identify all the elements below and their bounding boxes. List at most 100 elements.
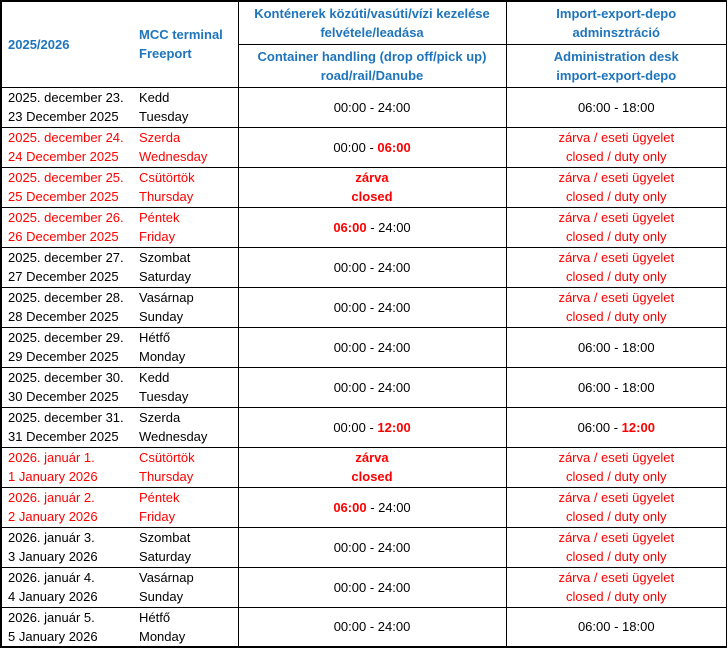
date-cell: 2026. január 4. 4 January 2026 Vasárnap … bbox=[0, 566, 239, 608]
date-cell: 2026. január 2. 2 January 2026 Péntek Fr… bbox=[0, 486, 239, 528]
text-segment: 00:00 - 24:00 bbox=[333, 579, 411, 595]
text-segment: zárva bbox=[355, 450, 389, 465]
date-hungarian: 2025. december 28. bbox=[8, 290, 124, 305]
admin-hours-line: closed / duty only bbox=[507, 507, 726, 526]
admin-hours-line: zárva / eseti ügyelet bbox=[507, 568, 726, 587]
handling-hours-cell: 00:00 - 24:00 bbox=[237, 326, 507, 368]
schedule-row: 2025. december 24. 24 December 2025 Szer… bbox=[0, 126, 727, 168]
date-hungarian: 2026. január 3. bbox=[8, 530, 95, 545]
date-english: 2 January 2026 bbox=[8, 509, 98, 524]
admin-header-en-line2: import-export-depo bbox=[556, 67, 677, 83]
admin-hours-line: zárva / eseti ügyelet bbox=[507, 488, 726, 507]
header-row-hungarian: 2025/2026 MCC terminal Freeport Konténer… bbox=[0, 0, 727, 88]
date-hungarian: 2026. január 2. bbox=[8, 490, 95, 505]
day-labels: Csütörtök Thursday bbox=[139, 168, 237, 206]
handling-hours-cell: 06:00 - 24:00 bbox=[237, 486, 507, 528]
handling-hours-cell: 00:00 - 24:00 bbox=[237, 566, 507, 608]
text-segment: 00:00 - 24:00 bbox=[333, 339, 411, 355]
schedule-row: 2025. december 31. 31 December 2025 Szer… bbox=[0, 406, 727, 448]
text-segment: 00:00 - 24:00 bbox=[333, 259, 411, 275]
handling-hours-cell: 00:00 - 24:00 bbox=[237, 366, 507, 408]
text-segment: 00:00 - 24:00 bbox=[333, 99, 411, 115]
handling-hours-line: 00:00 - 24:00 bbox=[239, 578, 505, 597]
date-labels: 2025. december 24. 24 December 2025 bbox=[2, 128, 139, 166]
text-segment: closed / duty only bbox=[566, 589, 667, 604]
handling-hours-cell: 00:00 - 24:00 bbox=[237, 526, 507, 568]
handling-header-hu-cell: Konténerek közúti/vasúti/vízi kezelése f… bbox=[237, 0, 507, 45]
day-hungarian: Vasárnap bbox=[139, 570, 194, 585]
date-cell: 2026. január 5. 5 January 2026 Hétfő Mon… bbox=[0, 606, 239, 648]
admin-hours-line: 06:00 - 18:00 bbox=[507, 98, 726, 117]
text-segment: zárva / eseti ügyelet bbox=[558, 250, 675, 265]
text-segment: 06:00 - 18:00 bbox=[577, 339, 655, 355]
handling-header-hu-line2: felvétele/leadása bbox=[320, 24, 424, 40]
text-segment: zárva / eseti ügyelet bbox=[558, 530, 675, 545]
date-english: 5 January 2026 bbox=[8, 628, 98, 644]
date-hungarian: 2025. december 29. bbox=[8, 330, 124, 345]
text-segment: closed bbox=[351, 189, 393, 204]
text-segment: zárva / eseti ügyelet bbox=[558, 490, 675, 505]
date-cell: 2025. december 23. 23 December 2025 Kedd… bbox=[0, 86, 239, 128]
text-segment: closed / duty only bbox=[566, 269, 667, 284]
admin-hours-cell: 06:00 - 18:00 bbox=[505, 86, 727, 128]
text-segment: 00:00 - 24:00 bbox=[333, 619, 411, 635]
date-english: 24 December 2025 bbox=[8, 149, 119, 164]
admin-hours-line: zárva / eseti ügyelet bbox=[507, 448, 726, 467]
date-hungarian: 2025. december 23. bbox=[8, 90, 124, 105]
day-labels: Szerda Wednesday bbox=[139, 408, 237, 446]
day-labels: Vasárnap Sunday bbox=[139, 288, 237, 326]
admin-hours-line: closed / duty only bbox=[507, 307, 726, 326]
text-segment: zárva / eseti ügyelet bbox=[558, 210, 675, 225]
handling-hours-line: 00:00 - 24:00 bbox=[239, 538, 505, 557]
admin-hours-line: zárva / eseti ügyelet bbox=[507, 248, 726, 267]
day-labels: Péntek Friday bbox=[139, 488, 237, 526]
day-hungarian: Kedd bbox=[139, 90, 170, 105]
date-cell: 2025. december 31. 31 December 2025 Szer… bbox=[0, 406, 239, 448]
admin-header-hu-line1: Import-export-depo bbox=[556, 5, 677, 21]
admin-hours-line: zárva / eseti ügyelet bbox=[507, 288, 726, 307]
admin-hours-line: zárva / eseti ügyelet bbox=[507, 528, 726, 547]
date-cell: 2025. december 29. 29 December 2025 Hétf… bbox=[0, 326, 239, 368]
date-cell: 2025. december 24. 24 December 2025 Szer… bbox=[0, 126, 239, 168]
admin-hours-line: closed / duty only bbox=[507, 227, 726, 246]
text-segment: closed / duty only bbox=[566, 149, 667, 164]
text-segment: zárva / eseti ügyelet bbox=[558, 450, 675, 465]
admin-header-en-line1: Administration desk bbox=[553, 48, 679, 64]
date-cell: 2025. december 30. 30 December 2025 Kedd… bbox=[0, 366, 239, 408]
day-hungarian: Péntek bbox=[139, 210, 180, 225]
date-labels: 2026. január 4. 4 January 2026 bbox=[2, 568, 139, 606]
date-cell: 2025. december 25. 25 December 2025 Csüt… bbox=[0, 166, 239, 208]
date-labels: 2025. december 30. 30 December 2025 bbox=[2, 368, 139, 406]
text-segment: 06:00 - 18:00 bbox=[577, 379, 655, 395]
schedule-row: 2025. december 30. 30 December 2025 Kedd… bbox=[0, 366, 727, 408]
schedule-row: 2026. január 1. 1 January 2026 Csütörtök… bbox=[0, 446, 727, 488]
schedule-row: 2025. december 27. 27 December 2025 Szom… bbox=[0, 246, 727, 288]
admin-hours-line: 06:00 - 18:00 bbox=[507, 338, 726, 357]
date-english: 27 December 2025 bbox=[8, 269, 119, 284]
date-labels: 2026. január 3. 3 January 2026 bbox=[2, 528, 139, 566]
text-segment: 06:00 - 18:00 bbox=[577, 99, 655, 115]
text-segment: zárva / eseti ügyelet bbox=[558, 130, 675, 145]
day-english: Friday bbox=[139, 509, 176, 524]
day-english: Thursday bbox=[139, 189, 194, 204]
handling-hours-line: 00:00 - 24:00 bbox=[239, 98, 505, 117]
text-segment: 06:00 bbox=[377, 139, 411, 155]
day-hungarian: Péntek bbox=[139, 490, 180, 505]
date-english: 3 January 2026 bbox=[8, 549, 98, 564]
date-labels: 2025. december 31. 31 December 2025 bbox=[2, 408, 139, 446]
date-hungarian: 2025. december 30. bbox=[8, 370, 124, 385]
admin-hours-line: zárva / eseti ügyelet bbox=[507, 128, 726, 147]
day-english: Tuesday bbox=[139, 389, 189, 404]
date-english: 23 December 2025 bbox=[8, 109, 119, 124]
day-english: Monday bbox=[139, 349, 186, 364]
text-segment: zárva / eseti ügyelet bbox=[558, 170, 675, 185]
handling-hours-line: 06:00 - 24:00 bbox=[239, 498, 505, 517]
terminal-label: MCC terminal Freeport bbox=[139, 25, 237, 63]
date-labels: 2026. január 1. 1 January 2026 bbox=[2, 448, 139, 486]
date-english: 1 January 2026 bbox=[8, 469, 98, 484]
handling-hours-cell: 00:00 - 24:00 bbox=[237, 86, 507, 128]
admin-hours-line: closed / duty only bbox=[507, 467, 726, 486]
day-english: Saturday bbox=[139, 549, 192, 564]
handling-hours-line: zárva bbox=[239, 448, 505, 467]
admin-hours-cell: 06:00 - 12:00 bbox=[505, 406, 727, 448]
